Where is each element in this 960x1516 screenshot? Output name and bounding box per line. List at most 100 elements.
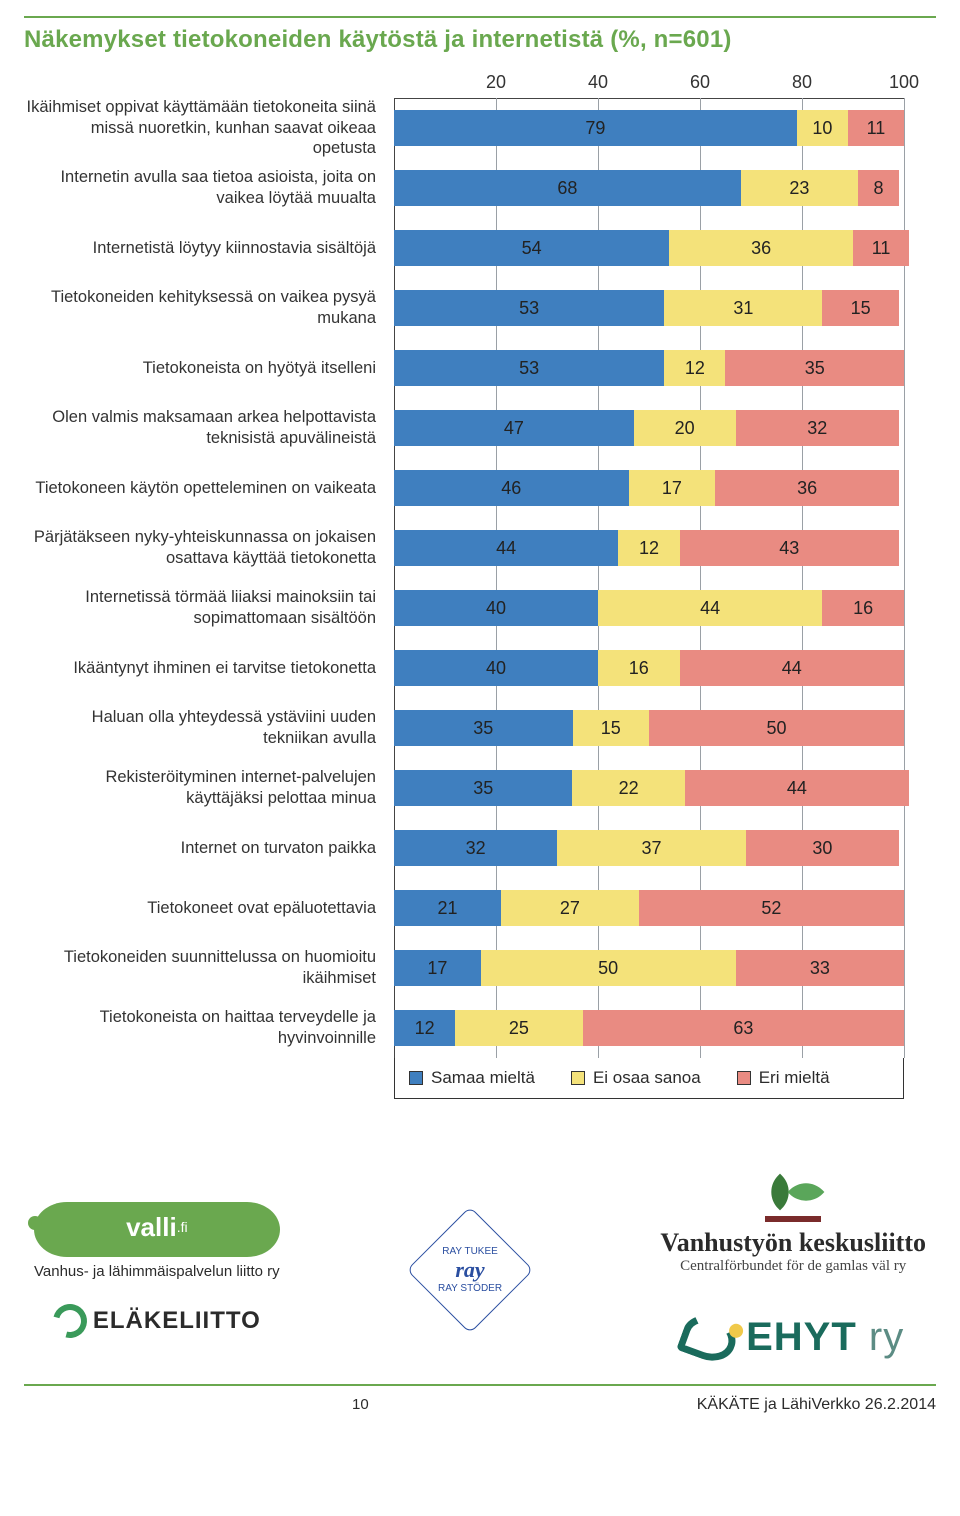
bar-segment: 12 <box>618 530 679 566</box>
vkl-subtitle: Centralförbundet för de gamlas väl ry <box>660 1258 926 1275</box>
vkl-title: Vanhustyön keskusliitto <box>660 1228 926 1258</box>
chart-title: Näkemykset tietokoneiden käytöstä ja int… <box>24 26 936 54</box>
stacked-bar: 533115 <box>394 290 899 326</box>
bar-label: Internetissä törmää liiaksi mainoksiin t… <box>24 587 394 628</box>
vkl-leaf-icon <box>765 1179 821 1207</box>
bar-value: 21 <box>438 898 458 919</box>
stacked-bar: 47 20 32 <box>394 410 899 446</box>
bar-cell: 791011 <box>394 98 904 158</box>
bar-cell: 4044 16 <box>394 578 904 638</box>
bar-segment: 79 <box>394 110 797 146</box>
bar-segment: 11 <box>853 230 909 266</box>
stacked-bar: 46 17 36 <box>394 470 899 506</box>
bar-segment: 35 <box>394 710 573 746</box>
x-tick: 20 <box>486 72 506 93</box>
bar-value: 50 <box>766 718 786 739</box>
bar-value: 20 <box>675 418 695 439</box>
bar-segment: 47 <box>394 410 634 446</box>
bar-segment: 52 <box>639 890 904 926</box>
bar-value: 33 <box>810 958 830 979</box>
bar-cell: 175033 <box>394 938 904 998</box>
bar-segment: 35 <box>725 350 904 386</box>
bar-row: Ikäihmiset oppivat käyttämään tietokonei… <box>24 98 936 158</box>
bar-row: Olen valmis maksamaan arkea helpottavist… <box>24 398 936 458</box>
bar-label: Pärjätäkseen nyky-yhteiskunnassa on joka… <box>24 527 394 568</box>
bar-row: Tietokoneista on hyötyä itselleni531235 <box>24 338 936 398</box>
ehyt-suffix: ry <box>857 1315 904 1359</box>
x-tick: 40 <box>588 72 608 93</box>
bar-value: 30 <box>812 838 832 859</box>
legend-item: Eri mieltä <box>737 1068 830 1088</box>
bar-segment: 23 <box>741 170 858 206</box>
bar-row: Tietokoneet ovat epäluotettavia212752 <box>24 878 936 938</box>
bar-segment: 50 <box>649 710 904 746</box>
stacked-bar: 122563 <box>394 1010 904 1046</box>
bar-value: 16 <box>853 598 873 619</box>
bar-value: 35 <box>473 718 493 739</box>
bar-segment: 21 <box>394 890 501 926</box>
ehyt-mark-icon <box>676 1308 742 1368</box>
legend: Samaa mieltä Ei osaa sanoa Eri mieltä <box>394 1058 904 1099</box>
bar-segment: 46 <box>394 470 629 506</box>
ray-badge: RAY TUKEE ray RAY STÖDER <box>406 1206 533 1333</box>
x-tick: 100 <box>889 72 919 93</box>
bar-segment: 44 <box>598 590 822 626</box>
bar-cell: 323730 <box>394 818 904 878</box>
bar-segment: 40 <box>394 590 598 626</box>
bar-value: 36 <box>797 478 817 499</box>
bar-segment: 68 <box>394 170 741 206</box>
bar-label: Tietokoneista on haittaa terveydelle ja … <box>24 1007 394 1048</box>
legend-item: Samaa mieltä <box>409 1068 535 1088</box>
stacked-bar: 352244 <box>394 770 909 806</box>
vkl-bar-icon <box>765 1216 821 1222</box>
bar-label: Internet on turvaton paikka <box>24 838 394 859</box>
vkl-logo: Vanhustyön keskusliitto Centralförbundet… <box>660 1179 926 1275</box>
bar-value: 53 <box>519 298 539 319</box>
stacked-bar: 441243 <box>394 530 899 566</box>
bar-cell: 46 17 36 <box>394 458 904 518</box>
bar-label: Tietokoneiden suunnittelussa on huomioit… <box>24 947 394 988</box>
bar-rows: Ikäihmiset oppivat käyttämään tietokonei… <box>24 98 936 1058</box>
x-tick: 80 <box>792 72 812 93</box>
bar-segment: 8 <box>858 170 899 206</box>
bar-value: 36 <box>751 238 771 259</box>
valli-subtitle: Vanhus- ja lähimmäispalvelun liitto ry <box>34 1263 280 1280</box>
bar-segment: 37 <box>557 830 746 866</box>
bar-cell: 47 20 32 <box>394 398 904 458</box>
stacked-bar: 791011 <box>394 110 904 146</box>
stacked-bar: 212752 <box>394 890 904 926</box>
x-axis: 20406080100 <box>394 72 904 98</box>
ray-mid-text: ray <box>438 1257 502 1283</box>
bottom-rule <box>24 1384 936 1386</box>
bar-cell: 531235 <box>394 338 904 398</box>
bar-value: 46 <box>501 478 521 499</box>
legend-swatch <box>409 1071 423 1085</box>
x-tick: 60 <box>690 72 710 93</box>
elakeliitto-logo: ELÄKELIITTO <box>53 1304 261 1338</box>
bar-value: 25 <box>509 1018 529 1039</box>
bar-row: Internet on turvaton paikka323730 <box>24 818 936 878</box>
bar-segment: 15 <box>822 290 898 326</box>
bar-label: Ikäihmiset oppivat käyttämään tietokonei… <box>24 97 394 159</box>
bar-value: 22 <box>619 778 639 799</box>
bar-value: 68 <box>557 178 577 199</box>
ray-bottom-text: RAY STÖDER <box>438 1283 502 1294</box>
bar-value: 44 <box>787 778 807 799</box>
bar-value: 63 <box>733 1018 753 1039</box>
bar-segment: 44 <box>680 650 904 686</box>
bar-value: 15 <box>601 718 621 739</box>
legend-label: Ei osaa sanoa <box>593 1068 701 1087</box>
bar-value: 47 <box>504 418 524 439</box>
stacked-bar: 323730 <box>394 830 899 866</box>
bar-segment: 50 <box>481 950 736 986</box>
bar-segment: 43 <box>680 530 899 566</box>
bar-label: Internetin avulla saa tietoa asioista, j… <box>24 167 394 208</box>
bar-segment: 17 <box>629 470 716 506</box>
bar-value: 15 <box>851 298 871 319</box>
bar-label: Ikääntynyt ihminen ei tarvitse tietokone… <box>24 658 394 679</box>
bar-value: 44 <box>782 658 802 679</box>
bar-cell: 35 15 50 <box>394 698 904 758</box>
bar-segment: 32 <box>736 410 899 446</box>
stacked-bar: 401644 <box>394 650 904 686</box>
valli-logo-suffix: .fi <box>177 1219 188 1235</box>
